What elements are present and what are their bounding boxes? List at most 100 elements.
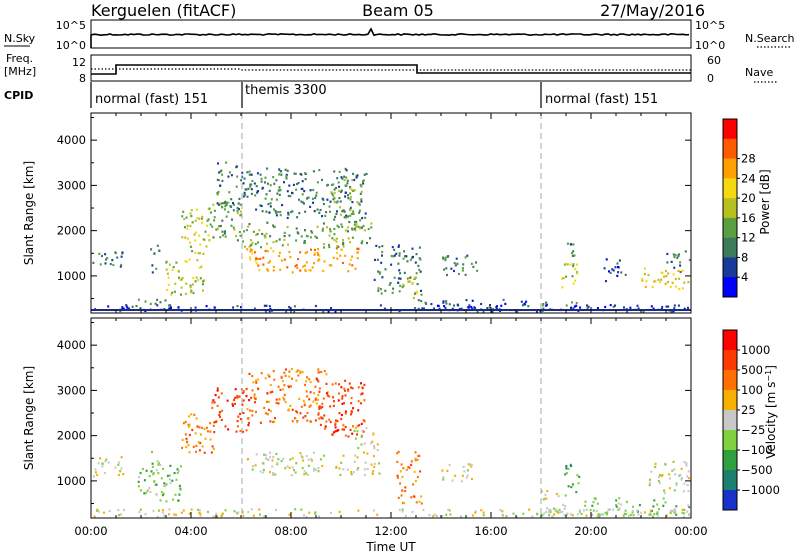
data-cell (228, 191, 231, 194)
data-cell (296, 421, 299, 424)
data-cell (185, 437, 188, 440)
data-cell (352, 425, 354, 428)
data-cell (468, 304, 471, 307)
data-cell (297, 258, 299, 261)
data-cell (181, 438, 184, 441)
data-cell (460, 515, 463, 518)
data-cell (120, 456, 123, 459)
data-cell (381, 254, 383, 257)
data-cell (303, 190, 306, 193)
data-cell (666, 252, 669, 256)
nsky-panel: N.Sky 10^5 10^0 10^5 10^0 N.Search (4, 19, 795, 52)
data-cell (376, 513, 379, 516)
data-cell (188, 433, 191, 437)
data-cell (236, 512, 239, 515)
data-cell (402, 467, 405, 470)
data-cell (302, 399, 305, 402)
data-cell (353, 429, 356, 432)
data-cell (279, 210, 282, 214)
data-cell (148, 487, 151, 490)
data-cell (308, 511, 311, 514)
data-cell (300, 235, 303, 238)
data-cell (302, 265, 305, 268)
data-cell (239, 418, 242, 421)
data-cell (467, 306, 470, 309)
data-cell (545, 510, 547, 513)
data-cell (648, 484, 651, 487)
data-cell (274, 210, 277, 213)
data-cell (333, 218, 336, 221)
data-cell (226, 399, 229, 402)
data-cell (572, 243, 575, 246)
data-cell (265, 232, 268, 235)
data-cell (565, 472, 568, 475)
data-cell (201, 221, 203, 224)
data-cell (372, 509, 375, 512)
data-cell (381, 276, 384, 279)
data-cell (300, 187, 303, 191)
data-cell (345, 169, 348, 172)
data-cell (350, 396, 353, 400)
y-tick-label: 3000 (57, 383, 86, 397)
data-cell (282, 457, 285, 460)
data-cell (586, 307, 589, 310)
data-cell (416, 458, 419, 462)
data-cell (674, 285, 677, 288)
data-cell (317, 467, 320, 470)
data-cell (669, 511, 672, 515)
data-cell (245, 229, 248, 232)
data-cell (544, 493, 547, 496)
data-cell (314, 468, 317, 471)
data-cell (280, 460, 283, 463)
data-cell (157, 472, 160, 475)
data-cell (236, 211, 239, 215)
data-cell (189, 284, 192, 287)
data-cell (323, 243, 326, 246)
data-cell (445, 300, 448, 303)
data-cell (357, 386, 360, 389)
data-cell (657, 480, 660, 483)
data-cell (355, 222, 358, 225)
data-cell (541, 304, 544, 307)
data-cell (686, 475, 689, 478)
data-cell (270, 410, 273, 413)
data-cell (544, 497, 547, 500)
data-cell (168, 474, 171, 477)
data-cell (264, 197, 267, 200)
data-cell (255, 453, 258, 456)
data-cell (200, 265, 203, 268)
data-cell (336, 257, 339, 260)
data-cell (412, 296, 415, 300)
data-cell (664, 269, 667, 273)
data-cell (360, 422, 363, 425)
data-cell (194, 239, 197, 242)
data-cell (153, 480, 156, 483)
data-cell (482, 310, 485, 313)
data-cell (326, 184, 328, 187)
data-cell (658, 482, 661, 485)
data-cell (312, 170, 315, 173)
data-cell (211, 401, 214, 404)
data-cell (234, 402, 237, 405)
data-cell (649, 511, 652, 514)
data-cell (370, 442, 373, 445)
data-cell (687, 306, 689, 309)
data-cell (187, 423, 190, 426)
data-cell (289, 195, 292, 198)
data-cell (145, 491, 148, 494)
data-cell (637, 513, 640, 516)
data-cell (333, 200, 336, 204)
data-cell (212, 236, 215, 239)
data-cell (240, 179, 243, 182)
data-cell (347, 237, 350, 240)
data-cell (474, 307, 477, 310)
data-cell (357, 509, 360, 512)
data-cell (334, 215, 337, 218)
data-cell (247, 225, 250, 228)
data-cell (224, 235, 227, 238)
data-cell (155, 267, 158, 270)
data-cell (625, 500, 628, 503)
data-cell (266, 268, 269, 271)
data-cell (352, 470, 355, 474)
